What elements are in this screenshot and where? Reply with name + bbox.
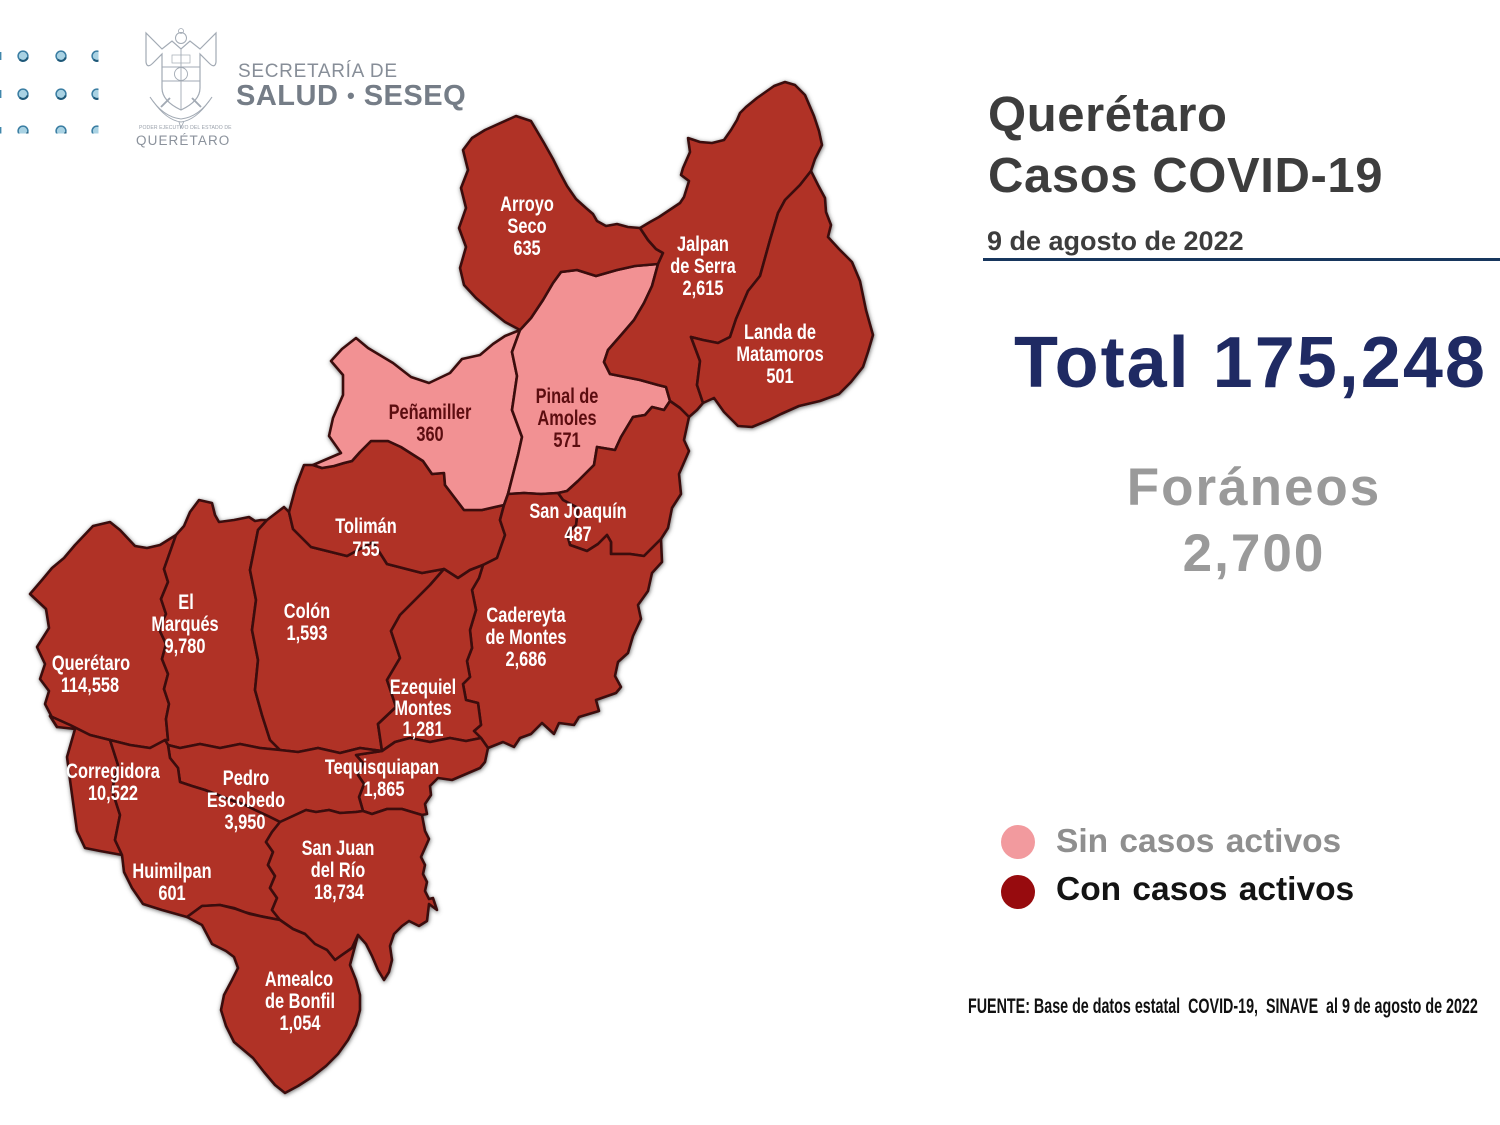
svg-text:601: 601 — [158, 881, 185, 904]
svg-text:114,558: 114,558 — [61, 673, 119, 696]
svg-text:del Río: del Río — [311, 858, 366, 881]
svg-text:Landa de: Landa de — [744, 320, 816, 343]
svg-text:571: 571 — [553, 428, 580, 451]
svg-text:Tequisquiapan: Tequisquiapan — [325, 755, 439, 778]
svg-text:10,522: 10,522 — [88, 781, 138, 804]
svg-text:Cadereyta: Cadereyta — [486, 603, 566, 626]
svg-text:Ezequiel: Ezequiel — [390, 675, 456, 698]
svg-text:Escobedo: Escobedo — [207, 788, 285, 811]
svg-text:Matamoros: Matamoros — [736, 342, 823, 365]
svg-text:de Montes: de Montes — [486, 625, 567, 648]
svg-text:de Bonfil: de Bonfil — [265, 989, 335, 1012]
svg-text:de Serra: de Serra — [670, 254, 736, 277]
svg-text:360: 360 — [416, 422, 443, 445]
svg-text:Amealco: Amealco — [265, 967, 333, 990]
svg-text:1,281: 1,281 — [403, 717, 444, 740]
svg-text:San Juan: San Juan — [302, 836, 375, 859]
svg-text:Montes: Montes — [394, 696, 451, 719]
svg-text:Colón: Colón — [284, 599, 330, 622]
svg-text:755: 755 — [352, 537, 379, 560]
svg-text:Pedro: Pedro — [223, 766, 269, 789]
svg-text:Jalpan: Jalpan — [677, 232, 729, 255]
svg-text:Tolimán: Tolimán — [335, 514, 397, 537]
svg-text:9,780: 9,780 — [165, 634, 206, 657]
svg-text:1,865: 1,865 — [364, 777, 405, 800]
svg-text:Corregidora: Corregidora — [66, 759, 160, 782]
svg-text:3,950: 3,950 — [225, 810, 266, 833]
svg-text:Peñamiller: Peñamiller — [389, 400, 472, 423]
svg-text:2,686: 2,686 — [506, 647, 547, 670]
svg-text:1,054: 1,054 — [280, 1011, 321, 1034]
svg-text:501: 501 — [766, 364, 793, 387]
svg-text:487: 487 — [564, 522, 591, 545]
svg-text:El: El — [178, 590, 193, 613]
svg-text:2,615: 2,615 — [683, 276, 724, 299]
svg-text:Huimilpan: Huimilpan — [132, 859, 211, 882]
svg-text:Seco: Seco — [507, 214, 546, 237]
svg-text:Pinal de: Pinal de — [536, 384, 599, 407]
svg-text:18,734: 18,734 — [314, 880, 365, 903]
svg-text:Querétaro: Querétaro — [52, 651, 130, 674]
svg-text:635: 635 — [513, 236, 540, 259]
svg-text:San Joaquín: San Joaquín — [529, 499, 626, 522]
svg-text:Amoles: Amoles — [537, 406, 596, 429]
svg-text:1,593: 1,593 — [287, 621, 328, 644]
svg-text:Arroyo: Arroyo — [500, 192, 554, 215]
svg-text:Marqués: Marqués — [151, 612, 218, 635]
